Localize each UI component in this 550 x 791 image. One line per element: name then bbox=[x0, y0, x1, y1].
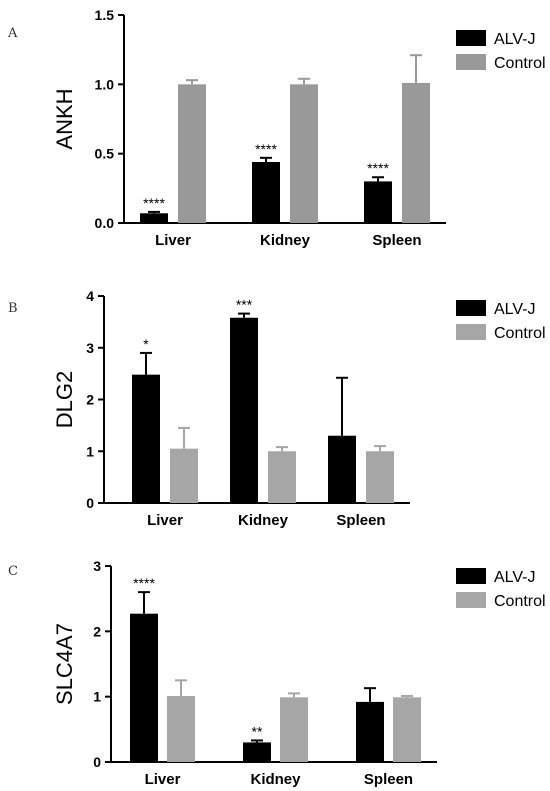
y-axis-label: DLG2 bbox=[52, 371, 77, 428]
panel-letter: C bbox=[8, 564, 18, 579]
bar-control bbox=[178, 84, 206, 223]
significance-label: *** bbox=[236, 297, 253, 313]
legend-label-alv-j: ALV-J bbox=[494, 569, 536, 586]
legend-swatch-alv-j bbox=[456, 30, 486, 46]
legend-swatch-control bbox=[456, 54, 486, 70]
bar-alv-j bbox=[230, 317, 258, 503]
y-tick-label: 1 bbox=[93, 689, 101, 705]
bar-alv-j bbox=[140, 213, 168, 223]
significance-label: **** bbox=[367, 160, 389, 176]
legend-swatch-alv-j bbox=[456, 568, 486, 584]
bar-alv-j bbox=[130, 613, 158, 762]
y-tick-label: 3 bbox=[93, 558, 101, 574]
panel-letter: B bbox=[8, 301, 18, 316]
x-category-label: Liver bbox=[155, 232, 191, 249]
y-tick-label: 0 bbox=[86, 495, 94, 511]
y-tick-label: 1.0 bbox=[95, 76, 115, 92]
legend-swatch-control bbox=[456, 592, 486, 608]
bar-alv-j bbox=[328, 435, 356, 503]
y-tick-label: 3 bbox=[86, 340, 94, 356]
chart-panel-c: C SLC4A7 0 1 2 3 **** Liver ** Kidney Spleen ALV-J C… bbox=[8, 558, 546, 788]
significance-label: **** bbox=[255, 141, 277, 157]
y-tick-label: 0 bbox=[93, 754, 101, 770]
bar-control bbox=[366, 451, 394, 503]
significance-label: **** bbox=[133, 575, 155, 591]
y-tick-label: 0.5 bbox=[95, 146, 115, 162]
panel-letter: A bbox=[7, 26, 18, 41]
legend-label-alv-j: ALV-J bbox=[494, 31, 536, 48]
bar-control bbox=[167, 696, 195, 762]
x-category-label: Spleen bbox=[364, 771, 413, 788]
legend-swatch-alv-j bbox=[456, 300, 486, 316]
y-tick-label: 0.0 bbox=[95, 215, 115, 231]
y-tick-label: 4 bbox=[86, 288, 94, 304]
legend-label-control: Control bbox=[494, 325, 546, 342]
x-category-label: Spleen bbox=[372, 232, 421, 249]
bar-alv-j bbox=[356, 701, 384, 762]
x-category-label: Spleen bbox=[336, 512, 385, 529]
chart-panel-a: A ANKH 0.0 0.5 1.0 1.5 **** Liver **** Kidney ****… bbox=[7, 7, 546, 249]
legend-swatch-control bbox=[456, 324, 486, 340]
bar-alv-j bbox=[364, 181, 392, 223]
x-category-label: Kidney bbox=[238, 512, 289, 529]
y-axis-label: SLC4A7 bbox=[52, 623, 77, 705]
bar-alv-j bbox=[252, 161, 280, 223]
y-tick-label: 1.5 bbox=[95, 7, 115, 23]
chart-panel-b: B DLG2 0 1 2 3 4 * Liver *** Kidney Spleen ALV-J Cont… bbox=[8, 288, 546, 529]
bar-control bbox=[280, 697, 308, 762]
legend-label-control: Control bbox=[494, 593, 546, 610]
legend-label-alv-j: ALV-J bbox=[494, 301, 536, 318]
bar-control bbox=[290, 84, 318, 223]
y-tick-label: 1 bbox=[86, 443, 94, 459]
bar-alv-j bbox=[132, 374, 160, 503]
bar-control bbox=[402, 82, 430, 224]
bar-control bbox=[268, 451, 296, 503]
significance-label: **** bbox=[143, 195, 165, 211]
x-category-label: Kidney bbox=[250, 771, 301, 788]
y-tick-label: 2 bbox=[86, 392, 94, 408]
x-category-label: Liver bbox=[147, 512, 183, 529]
significance-label: * bbox=[143, 336, 149, 352]
y-axis-label: ANKH bbox=[52, 88, 77, 149]
bar-alv-j bbox=[243, 742, 271, 762]
bar-control bbox=[170, 448, 198, 503]
bar-control bbox=[393, 697, 421, 762]
legend-label-control: Control bbox=[494, 55, 546, 72]
x-category-label: Kidney bbox=[260, 232, 311, 249]
x-category-label: Liver bbox=[145, 771, 181, 788]
significance-label: ** bbox=[252, 723, 263, 739]
y-tick-label: 2 bbox=[93, 623, 101, 639]
